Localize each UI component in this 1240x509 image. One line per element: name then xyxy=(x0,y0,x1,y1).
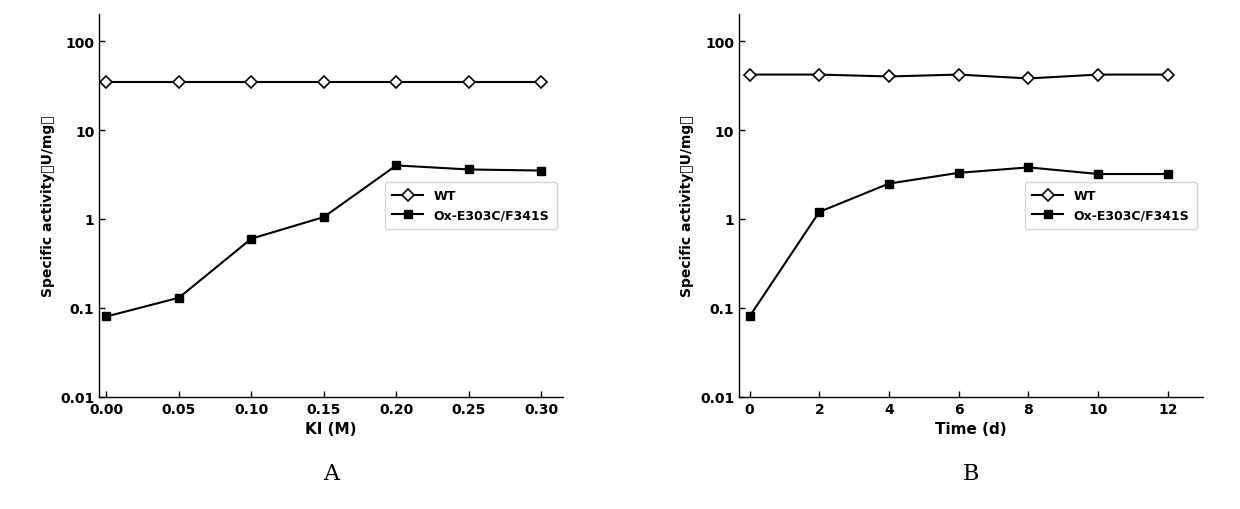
Legend: WT, Ox-E303C/F341S: WT, Ox-E303C/F341S xyxy=(1024,183,1197,230)
WT xyxy=(1091,72,1106,78)
Line: Ox-E303C/F341S: Ox-E303C/F341S xyxy=(745,164,1172,321)
Ox-E303C/F341S xyxy=(951,171,966,177)
WT xyxy=(244,79,259,86)
Ox-E303C/F341S xyxy=(1091,172,1106,178)
WT xyxy=(882,74,897,80)
WT xyxy=(742,72,756,78)
Ox-E303C/F341S xyxy=(389,163,404,169)
Y-axis label: Specific activity（U/mg）: Specific activity（U/mg） xyxy=(41,116,55,297)
WT xyxy=(171,79,186,86)
Ox-E303C/F341S xyxy=(316,215,331,221)
Y-axis label: Specific activity（U/mg）: Specific activity（U/mg） xyxy=(681,116,694,297)
X-axis label: Time (d): Time (d) xyxy=(935,421,1007,436)
Text: B: B xyxy=(962,462,980,485)
Line: WT: WT xyxy=(745,71,1172,83)
Legend: WT, Ox-E303C/F341S: WT, Ox-E303C/F341S xyxy=(384,183,557,230)
WT xyxy=(1021,76,1035,82)
WT xyxy=(533,79,548,86)
Ox-E303C/F341S xyxy=(1161,172,1176,178)
Ox-E303C/F341S xyxy=(742,314,756,320)
Ox-E303C/F341S xyxy=(244,236,259,242)
X-axis label: KI (M): KI (M) xyxy=(305,421,357,436)
WT xyxy=(316,79,331,86)
WT xyxy=(461,79,476,86)
Ox-E303C/F341S xyxy=(171,295,186,301)
Ox-E303C/F341S xyxy=(812,209,827,215)
Ox-E303C/F341S xyxy=(461,167,476,173)
Line: WT: WT xyxy=(102,78,546,87)
Text: A: A xyxy=(324,462,339,485)
WT xyxy=(99,79,114,86)
WT xyxy=(1161,72,1176,78)
Ox-E303C/F341S xyxy=(882,181,897,187)
Ox-E303C/F341S xyxy=(533,168,548,174)
Line: Ox-E303C/F341S: Ox-E303C/F341S xyxy=(102,162,546,321)
WT xyxy=(812,72,827,78)
WT xyxy=(951,72,966,78)
Ox-E303C/F341S xyxy=(1021,165,1035,171)
WT xyxy=(389,79,404,86)
Ox-E303C/F341S xyxy=(99,314,114,320)
